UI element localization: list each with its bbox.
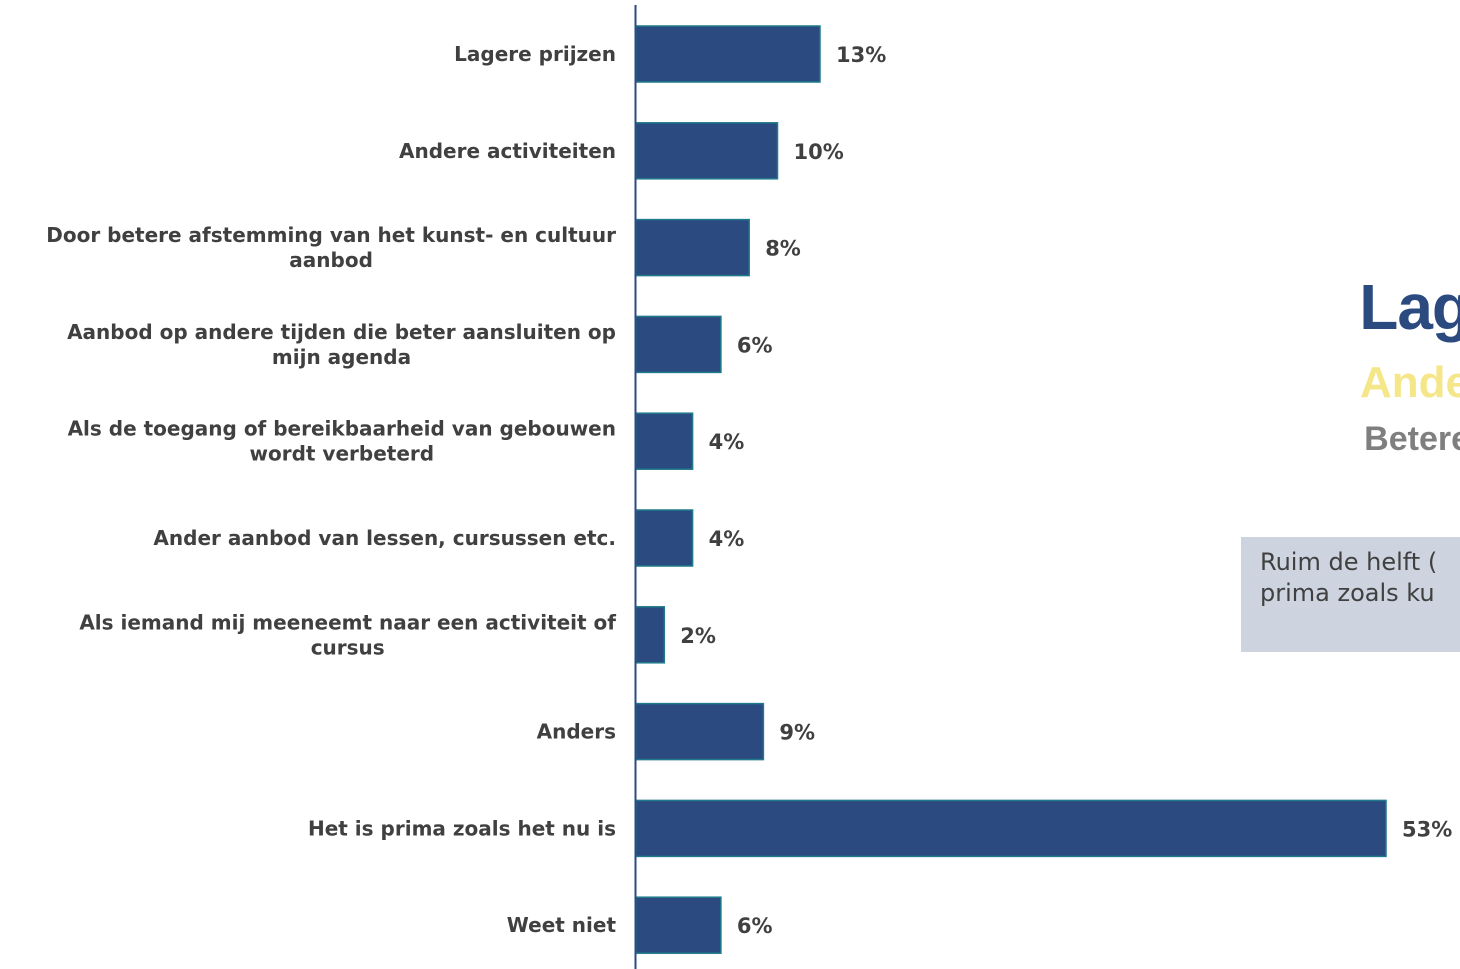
value-label-7: 2% [680,624,716,648]
category-label-3: Door betere afstemming van het kunst- en… [46,223,616,272]
value-labels: 13% 10% 8% 6% 4% 4% 2% 9% 53% 6% [680,43,1452,938]
category-label-8: Anders [537,720,616,744]
category-label-7-line-1: Als iemand mij meeneemt naar een activit… [79,610,616,634]
bar-3 [635,218,750,277]
bars-layer [635,25,1387,954]
ranking-second: Ande [1360,358,1460,407]
category-label-9: Het is prima zoals het nu is [308,816,616,840]
category-label-3-line-1: Door betere afstemming van het kunst- en… [46,223,616,247]
category-label-5-line-2: wordt verbeterd [250,442,435,466]
category-labels: Lagere prijzen Andere activiteiten Door be… [46,42,616,937]
bar-4 [635,315,722,374]
bar-7 [635,606,666,664]
summary-callout: Ruim de helft ( prima zoals ku [1241,537,1460,652]
callout-text: Ruim de helft ( prima zoals ku [1260,547,1460,609]
value-label-10: 6% [737,914,773,938]
callout-line-1: Ruim de helft ( [1260,548,1438,576]
value-label-2: 10% [794,140,844,164]
value-label-6: 4% [709,527,745,551]
category-label-4: Aanbod op andere tijden die beter aanslu… [67,320,616,369]
value-label-1: 13% [836,43,886,67]
bar-9 [635,799,1387,858]
bar-1 [635,25,821,83]
ranking-panel: Lag Ande Betere [1240,270,1460,470]
category-label-5-line-1: Als de toegang of bereikbaarheid van geb… [68,417,616,441]
category-label-3-line-2: aanbod [289,248,373,272]
callout-line-2: prima zoals ku [1260,579,1435,607]
value-label-3: 8% [765,237,801,261]
category-label-1: Lagere prijzen [454,42,616,66]
value-label-8: 9% [779,721,815,745]
bar-10 [635,896,722,954]
bar-5 [635,412,694,470]
bar-6 [635,509,694,567]
category-label-4-line-2: mijn agenda [272,345,411,369]
category-label-2: Andere activiteiten [399,139,616,163]
bar-2 [635,122,779,180]
value-label-9: 53% [1402,817,1452,841]
category-label-7-line-2: cursus [311,635,385,659]
value-label-4: 6% [737,333,773,357]
category-label-5: Als de toegang of bereikbaarheid van geb… [68,417,616,466]
ranking-third: Betere [1364,420,1460,458]
ranking-first: Lag [1359,271,1460,343]
value-label-5: 4% [709,430,745,454]
category-label-4-line-1: Aanbod op andere tijden die beter aanslu… [67,320,616,344]
category-label-7: Als iemand mij meeneemt naar een activit… [79,610,616,659]
category-label-6: Ander aanbod van lessen, cursussen etc. [153,526,616,550]
bar-8 [635,702,765,761]
category-label-10: Weet niet [507,913,617,937]
